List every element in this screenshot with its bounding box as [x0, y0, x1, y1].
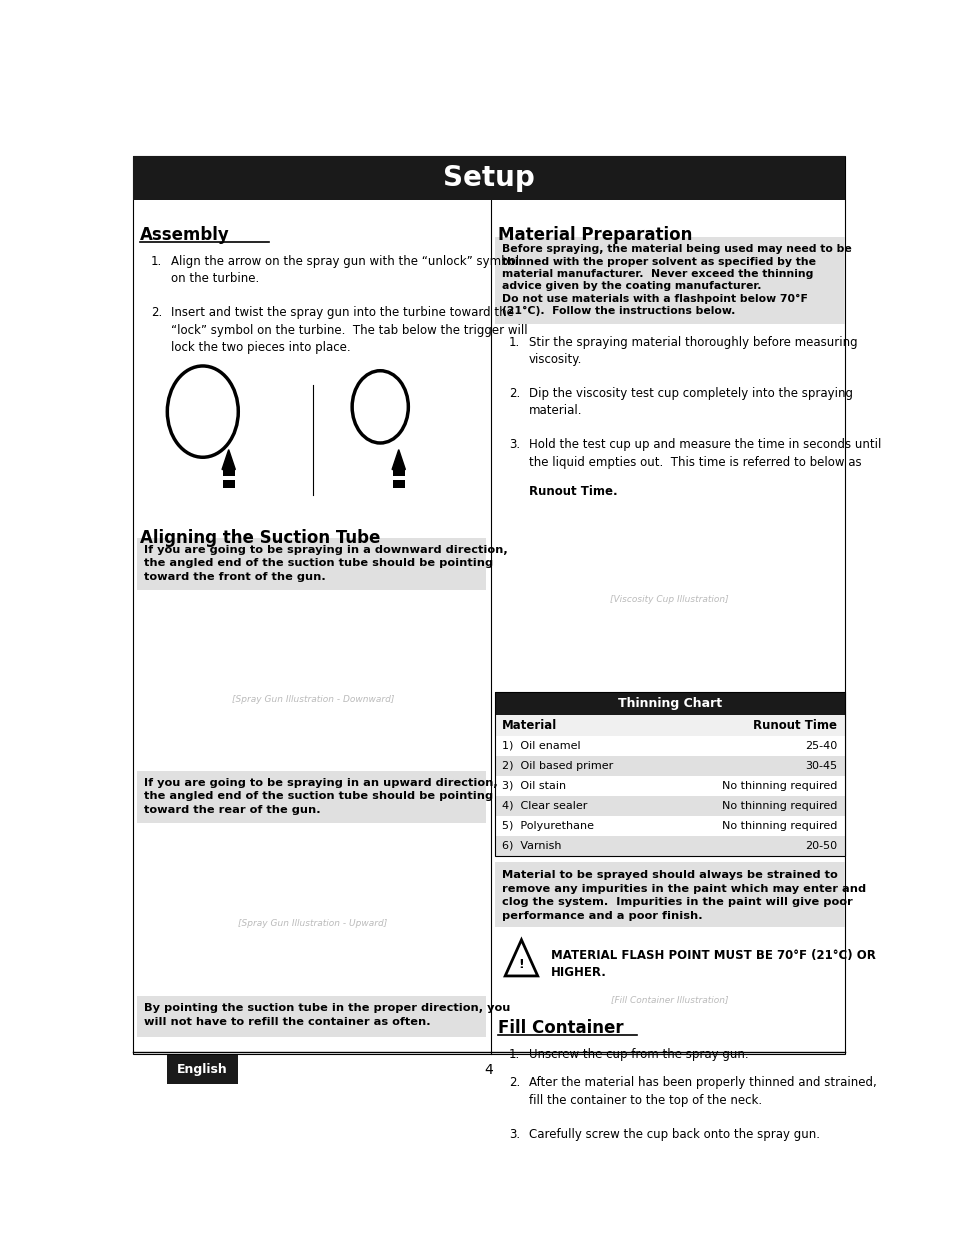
Text: If you are going to be spraying in an upward direction,
the angled end of the su: If you are going to be spraying in an up… — [144, 778, 497, 815]
Text: Runout Time: Runout Time — [752, 719, 837, 732]
Text: 4)  Clear sealer: 4) Clear sealer — [501, 800, 587, 811]
FancyBboxPatch shape — [137, 538, 485, 590]
FancyBboxPatch shape — [495, 836, 843, 856]
FancyBboxPatch shape — [132, 156, 844, 200]
Text: 20-50: 20-50 — [804, 841, 837, 851]
Polygon shape — [392, 450, 405, 469]
Text: Material: Material — [501, 719, 557, 732]
Text: 1)  Oil enamel: 1) Oil enamel — [501, 741, 580, 751]
Text: 2.: 2. — [151, 306, 162, 319]
Text: 5)  Polyurethane: 5) Polyurethane — [501, 821, 594, 831]
Text: Assembly: Assembly — [140, 226, 230, 245]
Text: If you are going to be spraying in a downward direction,
the angled end of the s: If you are going to be spraying in a dow… — [144, 545, 508, 582]
FancyBboxPatch shape — [495, 776, 843, 795]
Text: [Fill Container Illustration]: [Fill Container Illustration] — [610, 995, 728, 1004]
Text: 1.: 1. — [151, 254, 162, 268]
FancyBboxPatch shape — [222, 468, 234, 475]
FancyBboxPatch shape — [495, 736, 843, 756]
Text: Insert and twist the spray gun into the turbine toward the
“lock” symbol on the : Insert and twist the spray gun into the … — [171, 306, 527, 354]
Text: Before spraying, the material being used may need to be: Before spraying, the material being used… — [501, 245, 851, 254]
Text: 2.: 2. — [508, 1077, 519, 1089]
FancyBboxPatch shape — [495, 816, 843, 836]
Text: Unscrew the cup from the spray gun.: Unscrew the cup from the spray gun. — [528, 1047, 748, 1061]
Text: 3.: 3. — [508, 1128, 519, 1141]
Text: Fill Container: Fill Container — [497, 1019, 622, 1037]
FancyBboxPatch shape — [222, 480, 234, 488]
Text: Setup: Setup — [442, 164, 535, 191]
Text: No thinning required: No thinning required — [721, 781, 837, 790]
Text: MATERIAL FLASH POINT MUST BE 70°F (21°C) OR
HIGHER.: MATERIAL FLASH POINT MUST BE 70°F (21°C)… — [551, 948, 875, 979]
Polygon shape — [222, 450, 235, 469]
Text: 6)  Varnish: 6) Varnish — [501, 841, 561, 851]
FancyBboxPatch shape — [137, 997, 485, 1037]
FancyBboxPatch shape — [495, 692, 843, 715]
Text: thinned with the proper solvent as specified by the: thinned with the proper solvent as speci… — [501, 257, 816, 267]
FancyBboxPatch shape — [495, 795, 843, 816]
Text: material manufacturer.  Never exceed the thinning: material manufacturer. Never exceed the … — [501, 269, 813, 279]
Text: Dip the viscosity test cup completely into the spraying
material.: Dip the viscosity test cup completely in… — [528, 387, 852, 417]
Text: 1.: 1. — [508, 336, 519, 348]
Text: Do not use materials with a flashpoint below 70°F: Do not use materials with a flashpoint b… — [501, 294, 807, 304]
Text: Material to be sprayed should always be strained to
remove any impurities in the: Material to be sprayed should always be … — [501, 869, 865, 921]
Text: 3.: 3. — [508, 438, 519, 451]
FancyBboxPatch shape — [495, 862, 843, 927]
Text: 4: 4 — [484, 1062, 493, 1077]
FancyBboxPatch shape — [393, 468, 404, 475]
Text: Stir the spraying material thoroughly before measuring
viscosity.: Stir the spraying material thoroughly be… — [528, 336, 857, 366]
Text: After the material has been properly thinned and strained,
fill the container to: After the material has been properly thi… — [528, 1077, 876, 1107]
Text: English: English — [177, 1063, 228, 1076]
Text: Material Preparation: Material Preparation — [497, 226, 692, 245]
FancyBboxPatch shape — [137, 771, 485, 824]
Text: Hold the test cup up and measure the time in seconds until
the liquid empties ou: Hold the test cup up and measure the tim… — [528, 438, 881, 469]
Text: Aligning the Suction Tube: Aligning the Suction Tube — [140, 529, 380, 547]
Text: Align the arrow on the spray gun with the “unlock” symbol
on the turbine.: Align the arrow on the spray gun with th… — [171, 254, 518, 285]
FancyBboxPatch shape — [393, 480, 404, 488]
Text: !: ! — [518, 957, 524, 971]
Text: [Spray Gun Illustration - Downward]: [Spray Gun Illustration - Downward] — [232, 695, 394, 704]
Text: By pointing the suction tube in the proper direction, you
will not have to refil: By pointing the suction tube in the prop… — [144, 1003, 510, 1026]
Text: 25-40: 25-40 — [804, 741, 837, 751]
FancyBboxPatch shape — [167, 1056, 237, 1084]
Text: Thinning Chart: Thinning Chart — [617, 697, 721, 710]
Text: [Viscosity Cup Illustration]: [Viscosity Cup Illustration] — [610, 595, 728, 604]
Text: 3)  Oil stain: 3) Oil stain — [501, 781, 566, 790]
Text: Carefully screw the cup back onto the spray gun.: Carefully screw the cup back onto the sp… — [528, 1128, 819, 1141]
FancyBboxPatch shape — [495, 715, 843, 736]
Text: 30-45: 30-45 — [804, 761, 837, 771]
FancyBboxPatch shape — [495, 756, 843, 776]
Text: [Spray Gun Illustration - Upward]: [Spray Gun Illustration - Upward] — [238, 919, 387, 927]
Text: 1.: 1. — [508, 1047, 519, 1061]
Text: (21°C).  Follow the instructions below.: (21°C). Follow the instructions below. — [501, 306, 735, 316]
Text: 2.: 2. — [508, 387, 519, 400]
Text: 2)  Oil based primer: 2) Oil based primer — [501, 761, 613, 771]
Text: Runout Time.: Runout Time. — [528, 485, 617, 498]
Text: advice given by the coating manufacturer.: advice given by the coating manufacturer… — [501, 282, 760, 291]
Text: No thinning required: No thinning required — [721, 821, 837, 831]
FancyBboxPatch shape — [495, 237, 843, 324]
Text: No thinning required: No thinning required — [721, 800, 837, 811]
